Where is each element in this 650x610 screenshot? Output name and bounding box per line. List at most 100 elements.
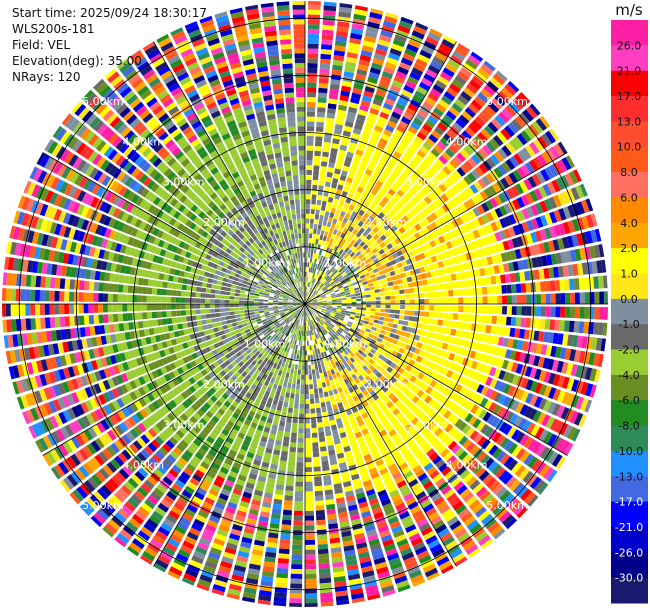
range-gate: [387, 120, 397, 129]
range-gate: [414, 293, 420, 299]
range-gate: [382, 20, 396, 29]
range-gate: [492, 73, 506, 86]
range-gate: [447, 58, 461, 70]
range-gate: [170, 297, 176, 303]
range-gate: [371, 62, 383, 71]
range-gate: [322, 19, 335, 26]
range-gate: [273, 88, 283, 95]
range-gate: [281, 58, 293, 65]
range-gate: [235, 285, 242, 290]
range-gate: [575, 185, 585, 199]
range-gate: [274, 93, 284, 100]
range-gate: [299, 277, 302, 283]
range-gate: [209, 299, 215, 304]
range-gate: [424, 298, 430, 304]
range-gate: [349, 251, 356, 258]
range-gate: [453, 247, 461, 256]
range-gate: [356, 186, 364, 194]
range-gate: [517, 150, 528, 163]
range-gate: [335, 293, 341, 296]
range-gate: [566, 189, 576, 202]
range-gate: [265, 104, 275, 111]
range-gate: [337, 109, 346, 116]
range-gate: [482, 296, 488, 304]
range-gate: [224, 299, 230, 304]
range-gate: [280, 226, 286, 232]
range-gate: [306, 121, 315, 127]
range-gate: [514, 183, 524, 195]
range-gate: [471, 99, 483, 111]
range-gate: [294, 194, 300, 200]
range-gate: [268, 158, 276, 165]
range-gate: [327, 300, 332, 302]
range-gate: [458, 297, 464, 304]
range-gate: [430, 148, 441, 158]
range-gate: [347, 172, 355, 179]
range-gate: [108, 283, 114, 292]
range-gate: [418, 286, 424, 292]
range-gate: [246, 13, 260, 21]
range-gate: [494, 207, 503, 218]
range-gate: [351, 92, 362, 100]
range-gate: [162, 281, 168, 288]
range-gate: [583, 277, 590, 290]
range-gate: [467, 157, 478, 168]
range-gate: [332, 276, 338, 281]
range-gate: [293, 33, 305, 39]
range-gate: [299, 247, 303, 253]
range-gate: [25, 304, 31, 316]
range-gate: [548, 267, 555, 279]
range-gate: [307, 267, 309, 273]
range-gate: [171, 283, 178, 290]
range-gate: [307, 24, 320, 30]
range-gate: [323, 141, 331, 148]
range-gate: [268, 307, 274, 310]
range-gate: [317, 97, 327, 103]
range-gate: [393, 213, 401, 221]
range-gate: [520, 283, 527, 293]
range-gate: [474, 71, 488, 83]
range-gate: [54, 277, 61, 289]
range-gate: [231, 284, 237, 289]
range-gate: [529, 141, 540, 155]
range-gate: [356, 298, 362, 302]
range-gate: [294, 253, 298, 259]
range-gate: [567, 220, 576, 233]
range-gate: [307, 111, 316, 117]
range-gate: [402, 232, 410, 239]
range-gate: [305, 213, 310, 219]
range-gate: [427, 64, 441, 75]
range-gate: [282, 63, 293, 69]
range-gate: [402, 169, 411, 178]
range-gate: [333, 245, 338, 251]
range-gate: [344, 181, 352, 188]
range-gate: [30, 275, 37, 287]
range-gate: [343, 125, 353, 133]
range-gate: [329, 157, 336, 164]
range-gate: [486, 157, 496, 169]
range-gate: [403, 283, 409, 289]
range-gate: [335, 35, 348, 42]
range-gate: [439, 169, 448, 179]
range-gate: [417, 109, 429, 119]
range-gate: [343, 234, 349, 241]
range-gate: [451, 208, 459, 218]
range-gate: [473, 218, 481, 228]
range-gate: [345, 294, 351, 298]
range-gate: [176, 290, 182, 297]
range-gate: [132, 304, 138, 312]
range-gate: [350, 163, 359, 170]
range-gate: [147, 287, 153, 295]
range-gate: [287, 214, 292, 221]
range-gate: [398, 20, 413, 30]
range-gate: [267, 118, 277, 125]
range-gate: [584, 292, 590, 304]
range-gate: [400, 299, 405, 304]
range-gate: [467, 288, 473, 296]
range-gate: [424, 119, 436, 129]
range-gate: [324, 262, 329, 268]
range-gate: [336, 281, 342, 286]
range-gate: [306, 298, 311, 302]
range-gate: [322, 301, 328, 304]
range-gate: [375, 244, 382, 251]
